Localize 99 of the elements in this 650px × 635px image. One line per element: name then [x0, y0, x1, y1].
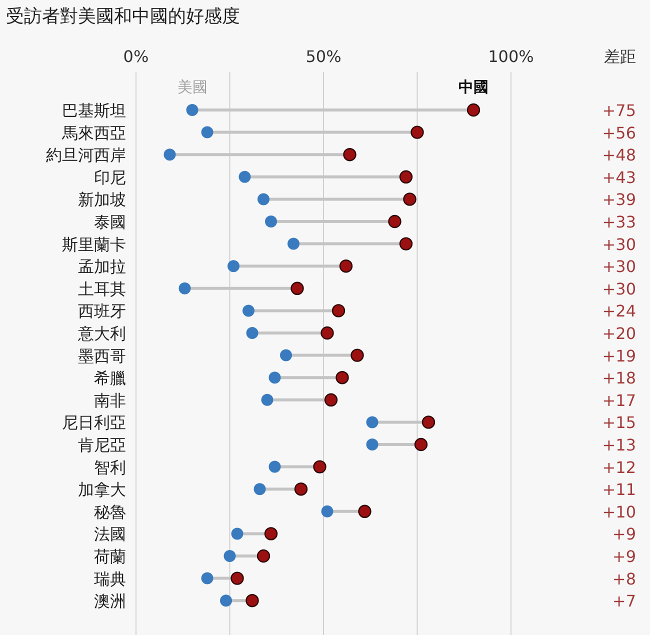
text: +12	[602, 458, 636, 477]
point	[242, 304, 254, 317]
text: +9	[612, 524, 636, 544]
text: +8	[612, 569, 636, 588]
y-tick-label: 新加坡	[78, 190, 126, 210]
text: +15	[602, 413, 636, 432]
point	[290, 282, 304, 295]
point	[294, 482, 308, 496]
y-tick-label: 肯尼亞	[78, 436, 126, 454]
point	[178, 282, 191, 294]
text: +7	[612, 592, 636, 611]
chart-title: 受訪者對美國和中國的好感度	[6, 6, 240, 27]
y-tick-label: 希臘	[94, 368, 126, 388]
text: +24	[602, 302, 636, 321]
text: +19	[602, 346, 636, 366]
point	[254, 483, 266, 496]
point	[258, 193, 270, 206]
text: +39	[602, 190, 636, 210]
text: +30	[602, 257, 636, 276]
y-tick-label: 智利	[94, 458, 126, 477]
y-tick-label: 瑞典	[94, 569, 126, 588]
point	[238, 170, 251, 183]
y-tick-label: 泰國	[94, 212, 126, 232]
point	[288, 238, 300, 250]
point	[220, 594, 232, 607]
point	[164, 148, 176, 161]
series-label: 中國	[458, 78, 488, 96]
point	[313, 460, 326, 474]
y-tick-label: 澳洲	[94, 592, 126, 611]
point	[201, 572, 214, 584]
point	[466, 103, 480, 117]
text: +56	[602, 123, 636, 142]
point	[366, 438, 378, 450]
point	[230, 572, 244, 585]
y-tick-label: 尼日利亞	[62, 413, 126, 432]
y-tick-label: 土耳其	[78, 279, 126, 298]
text: +18	[602, 368, 636, 388]
text: +75	[602, 101, 636, 120]
text: +10	[602, 502, 636, 522]
point	[201, 126, 214, 138]
y-tick-label: 加拿大	[78, 480, 126, 500]
point	[358, 504, 372, 518]
y-tick-label: 巴基斯坦	[62, 101, 126, 120]
point	[339, 260, 353, 273]
point	[414, 438, 428, 452]
point	[350, 348, 364, 362]
y-tick-label: 印尼	[94, 168, 126, 187]
series-label: 美國	[177, 78, 208, 96]
point	[256, 549, 270, 563]
point	[332, 304, 346, 318]
point	[388, 214, 402, 228]
text: +13	[602, 436, 636, 454]
point	[224, 550, 236, 562]
y-tick-label: 約旦河西岸	[46, 146, 126, 165]
x-tick-label: 100%	[488, 47, 534, 66]
y-tick-label: 墨西哥	[78, 346, 126, 366]
point	[246, 594, 259, 608]
y-tick-label: 西班牙	[78, 302, 126, 321]
point	[246, 327, 258, 339]
point	[343, 148, 356, 162]
text: +30	[602, 234, 636, 254]
point	[186, 104, 198, 116]
point	[265, 216, 277, 228]
text: +11	[602, 480, 636, 500]
text: +43	[602, 168, 636, 187]
text: +48	[602, 146, 636, 165]
point	[399, 237, 413, 250]
point	[410, 126, 424, 139]
point	[264, 527, 278, 540]
point	[231, 528, 244, 540]
x-tick-label: 50%	[306, 47, 342, 66]
point	[403, 192, 416, 206]
point	[422, 416, 436, 429]
point	[324, 393, 338, 406]
text: +17	[602, 390, 636, 410]
text: +30	[602, 279, 636, 298]
point	[366, 416, 378, 428]
text: +9	[612, 547, 636, 566]
y-tick-label: 秘魯	[94, 502, 126, 522]
y-tick-label: 法國	[94, 524, 126, 544]
text: +20	[602, 324, 636, 343]
point	[268, 372, 281, 384]
y-tick-label: 馬來西亞	[61, 123, 126, 142]
text: 差距	[604, 47, 636, 66]
y-tick-label: 荷蘭	[94, 547, 126, 566]
text: +33	[602, 212, 636, 232]
y-tick-label: 意大利	[77, 324, 126, 343]
point	[320, 326, 334, 340]
point	[261, 394, 274, 406]
point	[280, 349, 292, 362]
y-tick-label: 孟加拉	[78, 257, 126, 276]
point	[228, 260, 240, 272]
y-tick-label: 斯里蘭卡	[62, 234, 126, 254]
point	[268, 460, 281, 473]
y-tick-label: 南非	[94, 390, 126, 410]
point	[321, 505, 334, 518]
x-tick-label: 0%	[123, 47, 149, 66]
point	[336, 371, 349, 384]
point	[399, 170, 413, 184]
